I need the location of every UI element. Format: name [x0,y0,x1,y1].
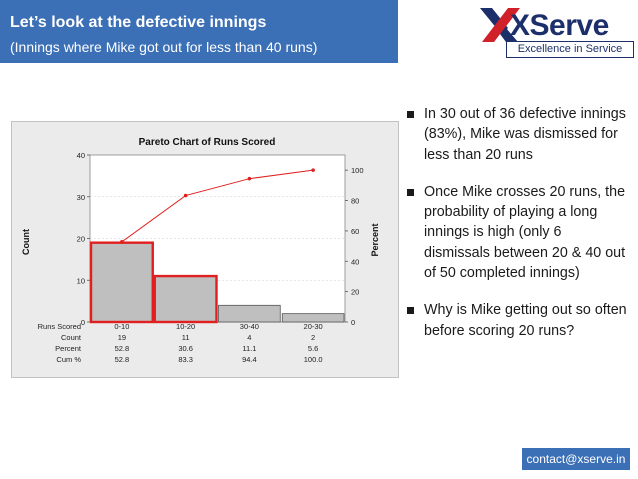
pareto-chart-svg: Pareto Chart of Runs Scored Count Percen… [21,137,380,364]
bullet-text: Why is Mike getting out so often before … [424,302,627,339]
y-tick-label: 40 [77,151,85,160]
cum-cell: 83.3 [178,355,193,364]
pareto-chart: Pareto Chart of Runs Scored Count Percen… [11,121,399,378]
chart-title: Pareto Chart of Runs Scored [139,137,276,148]
cum-cell: 94.4 [242,355,257,364]
title-bar: Let’s look at the defective innings (Inn… [0,0,398,63]
category-label: 0-10 [114,322,129,331]
percent-cell: 5.6 [308,344,318,353]
cumulative-line [121,169,314,243]
y2-tick-label: 100 [351,166,364,175]
bar [281,313,345,323]
table-row-label: Runs Scored [38,322,81,331]
y2-axis-label: Percent [370,223,380,256]
cumulative-point [120,240,124,244]
x-mark-icon [480,8,520,42]
contact-email: contact@xserve.in [522,448,630,470]
bullet-item: Once Mike crosses 20 runs, the probabili… [404,182,630,283]
bullet-text: In 30 out of 36 defective innings (83%),… [424,106,626,163]
square-bullet-icon [407,111,414,118]
percent-cell: 30.6 [178,344,193,353]
bullet-text: Once Mike crosses 20 runs, the probabili… [424,183,626,282]
count-cell: 4 [247,333,251,342]
count-cell: 19 [118,333,126,342]
percent-cell: 11.1 [242,344,256,353]
y-tick-label: 30 [77,193,85,202]
category-label: 20-30 [304,322,323,331]
table-row-label: Count [61,333,82,342]
table-row-label: Cum % [56,355,81,364]
bar [89,241,154,324]
square-bullet-icon [407,307,414,315]
cumulative-point [311,168,315,172]
slide-subtitle: (Innings where Mike got out for less tha… [10,39,318,55]
y2-tick-label: 80 [351,197,359,206]
y2-tick-label: 20 [351,288,359,297]
cumulative-point [183,193,188,198]
table-row-label: Percent [55,344,82,353]
bar [218,304,281,323]
percent-cell: 52.8 [115,344,130,353]
logo-word: XServe [510,9,609,42]
slide-title: Let’s look at the defective innings [10,14,267,31]
y2-tick-label: 0 [351,318,355,327]
category-label: 10-20 [176,322,195,331]
count-cell: 11 [182,333,190,342]
bar [153,274,218,324]
bullet-item: Why is Mike getting out so often before … [404,300,630,341]
bullet-item: In 30 out of 36 defective innings (83%),… [404,104,630,165]
cum-cell: 52.8 [115,355,130,364]
count-cell: 2 [311,333,315,342]
bullet-list: In 30 out of 36 defective innings (83%),… [404,104,630,358]
y-tick-label: 20 [77,235,85,244]
y-axis-label: Count [21,229,31,255]
y-tick-label: 0 [81,318,85,327]
logo-tagline: Excellence in Service [506,41,634,58]
category-label: 30-40 [240,322,259,331]
y-tick-label: 10 [77,276,85,285]
cum-cell: 100.0 [304,355,323,364]
y2-tick-label: 60 [351,227,359,236]
square-bullet-icon [407,188,414,196]
cumulative-point [247,176,252,181]
y2-tick-label: 40 [351,257,359,266]
